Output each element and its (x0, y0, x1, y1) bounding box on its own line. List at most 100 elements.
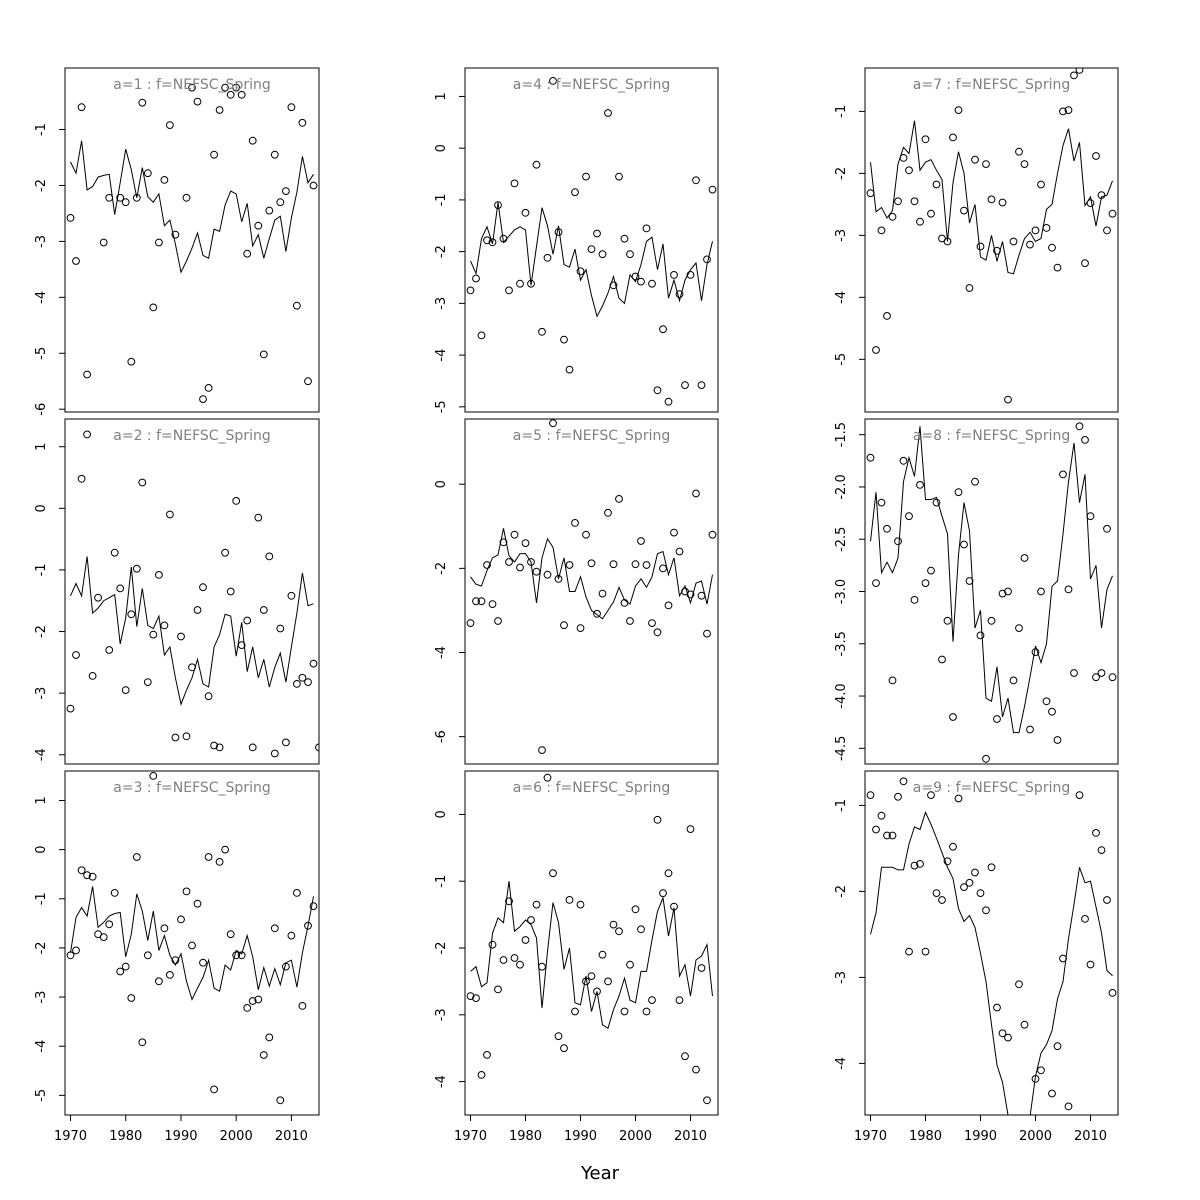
data-point (954, 488, 963, 497)
data-point (72, 651, 80, 659)
data-point (204, 853, 213, 861)
data-point (276, 198, 285, 207)
data-point (697, 964, 706, 972)
data-point (872, 825, 880, 834)
data-point (182, 887, 191, 896)
data-point (1081, 915, 1089, 923)
data-point (494, 985, 502, 994)
data-point (675, 290, 684, 299)
data-point (505, 897, 513, 906)
data-point (188, 941, 196, 950)
data-point (659, 564, 667, 573)
panel-title: a=3 : f=NEFSC_Spring (113, 780, 270, 796)
data-point (532, 160, 541, 169)
data-point (549, 419, 557, 428)
data-point (199, 583, 207, 592)
data-point (532, 567, 541, 576)
data-point (938, 896, 946, 904)
plot-area (866, 68, 1117, 404)
data-point (510, 179, 519, 188)
data-point (1092, 673, 1100, 682)
data-point (488, 600, 497, 608)
panel-frame (864, 770, 1119, 1116)
data-point (499, 538, 508, 547)
data-point (282, 962, 290, 971)
data-point (138, 98, 147, 107)
data-point (1059, 107, 1067, 116)
data-point (243, 616, 252, 625)
y-tick-label: -4 (834, 1057, 849, 1070)
x-tick-label: 1990 (964, 1129, 997, 1144)
data-point (1004, 587, 1012, 596)
data-point (532, 900, 541, 909)
data-point (132, 193, 141, 202)
data-point (637, 925, 645, 934)
data-point (615, 495, 623, 503)
x-axis-label: Year (580, 1163, 620, 1184)
data-point (127, 357, 136, 366)
data-point (483, 561, 491, 569)
x-tick-label: 2010 (275, 1129, 308, 1144)
panel-title: a=5 : f=NEFSC_Spring (513, 428, 670, 444)
plot-area (466, 773, 713, 1105)
data-point (571, 188, 579, 197)
data-point (210, 150, 219, 159)
data-point (155, 238, 163, 247)
data-point (309, 181, 318, 190)
data-point (505, 558, 513, 566)
data-point (582, 172, 590, 181)
data-point (472, 274, 480, 283)
data-point (637, 277, 645, 286)
data-point (877, 226, 886, 235)
data-point (554, 228, 563, 236)
data-point (1026, 725, 1034, 734)
data-point (943, 616, 952, 625)
data-point (1092, 152, 1100, 160)
data-point (282, 738, 290, 747)
data-point (905, 947, 913, 956)
data-point (226, 930, 235, 939)
data-point (188, 83, 196, 92)
data-point (703, 629, 711, 638)
data-point (648, 279, 656, 288)
data-point (282, 187, 290, 196)
data-point (543, 773, 552, 782)
data-point (510, 530, 519, 539)
data-point (1059, 470, 1067, 479)
x-tick-label: 1980 (109, 1129, 142, 1144)
data-point (1108, 989, 1117, 997)
data-point (604, 508, 612, 517)
data-point (1059, 954, 1067, 963)
panel-title: a=4 : f=NEFSC_Spring (513, 77, 670, 93)
y-tick-label: -4 (834, 291, 849, 304)
panel-5: 0 -2 -4 -6 a=5 : f=NEFSC_Spring (434, 418, 719, 765)
y-tick-label: -3 (34, 687, 49, 700)
data-point (593, 987, 601, 996)
data-point (703, 1096, 711, 1105)
data-point (686, 271, 695, 279)
data-point (598, 950, 607, 959)
data-point (466, 286, 475, 295)
data-point (83, 871, 91, 880)
data-point (171, 733, 180, 742)
data-point (905, 166, 913, 175)
panel-8: 0 -1 -2 -3 -4 1970 1980 1990 2000 2010 a=6 : f=NEF… (434, 770, 719, 1144)
y-tick-label: -3 (434, 297, 449, 310)
y-tick-label: -2 (434, 562, 449, 575)
data-point (270, 150, 279, 159)
data-point (664, 601, 673, 610)
data-point (1103, 226, 1111, 235)
panel-frame (64, 67, 320, 413)
y-tick-label: 1 (34, 443, 49, 451)
data-point (127, 610, 136, 619)
data-point (527, 279, 535, 288)
data-point (1092, 829, 1100, 837)
y-tick-label: -3 (434, 1008, 449, 1021)
data-point (1026, 240, 1034, 249)
data-point (77, 866, 86, 875)
data-point (927, 791, 935, 799)
panel-title: a=2 : f=NEFSC_Spring (113, 428, 270, 444)
series-line (870, 810, 1113, 1115)
data-point (66, 704, 75, 713)
panel-9: -1 -2 -3 -4 1970 1980 1990 2000 2010 a=9 : f=NEFS… (834, 770, 1119, 1144)
